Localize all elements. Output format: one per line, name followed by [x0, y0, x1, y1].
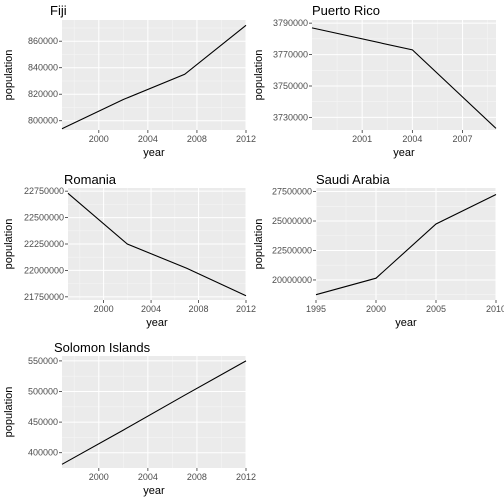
x-tick-label: 2005 [426, 304, 446, 314]
y-tick-label: 3770000 [273, 50, 308, 60]
panel-title: Fiji [50, 3, 67, 18]
y-tick-label: 22500000 [24, 213, 64, 223]
panel-puerto-rico: Puerto Rico 2001 2004 2007 3730000 3750000 377… [253, 3, 497, 159]
series-line-solomon-islands [61, 360, 247, 465]
x-tick-label: 2000 [89, 472, 109, 482]
x-axis-title: year [143, 147, 165, 159]
x-tick-label: 2008 [187, 472, 207, 482]
y-tick-label: 800000 [28, 116, 58, 126]
panel-title: Romania [64, 172, 117, 187]
x-tick-label: 2008 [187, 134, 207, 144]
series-line-romania [67, 192, 247, 297]
panel-title: Saudi Arabia [316, 172, 390, 187]
y-tick-label: 500000 [28, 386, 58, 396]
x-tick-label: 2000 [94, 304, 114, 314]
y-tick-label: 22500000 [272, 245, 312, 255]
y-tick-label: 840000 [28, 63, 58, 73]
panel-background [62, 20, 246, 130]
series-line-fiji [61, 24, 247, 130]
panel-title: Solomon Islands [54, 340, 151, 355]
panel-background [312, 20, 496, 130]
x-tick-label: 2000 [366, 304, 386, 314]
panel-saudi-arabia: Saudi Arabia 1995 2000 2005 2010 20000000 2250… [253, 172, 504, 329]
x-tick-label: 2004 [138, 134, 158, 144]
y-tick-label: 860000 [28, 36, 58, 46]
x-axis-title: year [146, 317, 168, 329]
x-tick-label: 2012 [236, 304, 256, 314]
y-axis-title: population [3, 219, 15, 270]
x-axis-title: year [395, 317, 417, 329]
y-tick-label: 27500000 [272, 187, 312, 197]
panel-romania: Romania 2000 2004 2008 2012 21750000 22000000 2… [3, 172, 256, 329]
y-tick-label: 3790000 [273, 18, 308, 28]
x-tick-label: 1995 [306, 304, 326, 314]
x-tick-label: 2004 [141, 304, 161, 314]
y-tick-label: 20000000 [272, 275, 312, 285]
y-tick-label: 820000 [28, 89, 58, 99]
y-tick-label: 22000000 [24, 265, 64, 275]
y-tick-label: 400000 [28, 448, 58, 458]
y-tick-label: 22750000 [24, 186, 64, 196]
x-tick-label: 2004 [138, 472, 158, 482]
x-tick-label: 2004 [402, 134, 422, 144]
panel-title: Puerto Rico [312, 3, 380, 18]
panel-fiji: Fiji 2000 2004 2008 2012 800000 820000 840000 86… [3, 3, 256, 159]
x-tick-label: 2012 [236, 472, 256, 482]
y-tick-label: 450000 [28, 417, 58, 427]
y-axis-title: population [253, 50, 265, 101]
panel-solomon-islands: Solomon Islands 2000 2004 2008 2012 400000 450… [3, 340, 256, 497]
y-tick-label: 3730000 [273, 112, 308, 122]
y-axis-title: population [3, 387, 15, 438]
x-axis-title: year [143, 485, 165, 497]
x-tick-label: 2000 [89, 134, 109, 144]
y-tick-label: 25000000 [272, 216, 312, 226]
y-axis-title: population [253, 219, 265, 270]
y-tick-label: 550000 [28, 356, 58, 366]
x-tick-label: 2008 [189, 304, 209, 314]
x-tick-label: 2001 [352, 134, 372, 144]
x-tick-label: 2012 [236, 134, 256, 144]
y-tick-label: 21750000 [24, 292, 64, 302]
series-line-puerto-rico [311, 27, 497, 129]
y-axis-title: population [3, 50, 15, 101]
x-tick-label: 2010 [486, 304, 504, 314]
y-tick-label: 22250000 [24, 239, 64, 249]
x-tick-label: 2007 [453, 134, 473, 144]
y-tick-label: 3750000 [273, 81, 308, 91]
x-axis-title: year [393, 147, 415, 159]
series-line-saudi-arabia [315, 194, 497, 296]
panel-background [62, 356, 246, 468]
